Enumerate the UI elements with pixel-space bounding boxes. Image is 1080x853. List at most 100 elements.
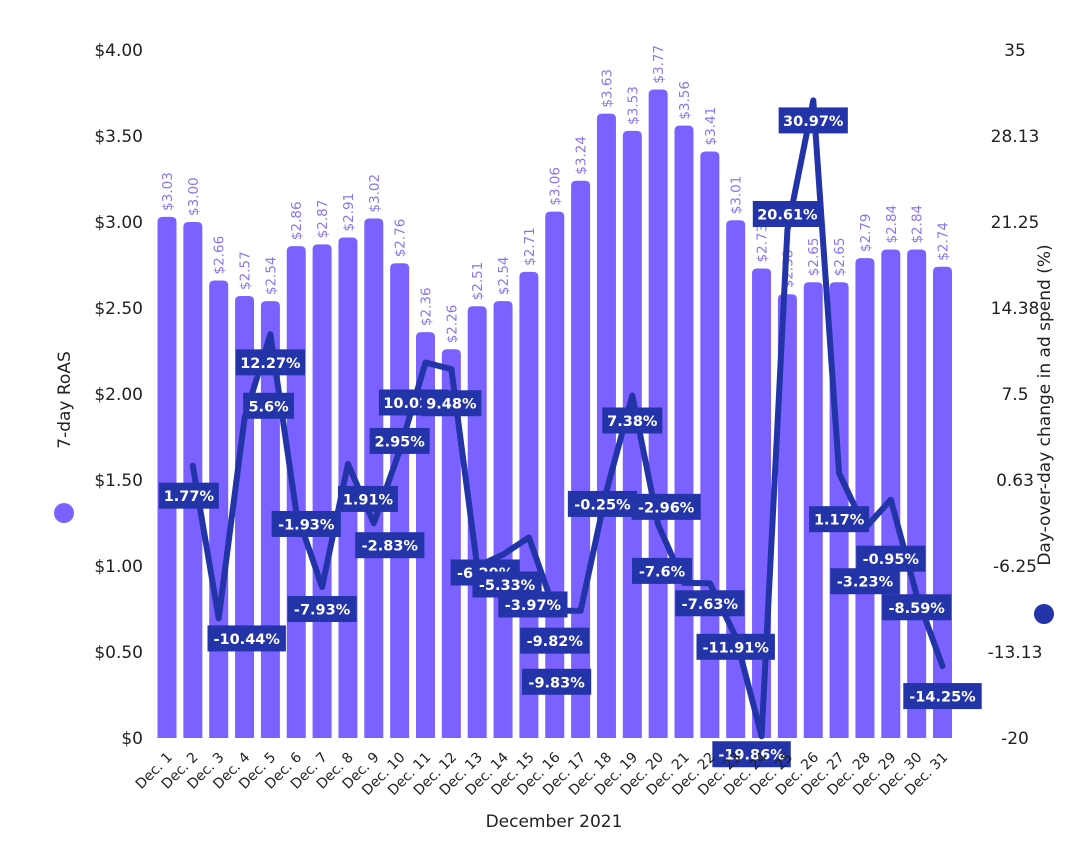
roas-bar-label: $3.41 [703, 107, 719, 146]
roas-bar-label: $3.00 [186, 177, 202, 216]
ad-spend-change-label: -2.96% [638, 500, 695, 516]
ad-spend-change-label: 1.77% [164, 489, 215, 505]
roas-bar [674, 125, 694, 739]
left-legend-dot [54, 503, 74, 523]
roas-bar-label: $2.57 [238, 251, 254, 290]
roas-bar-label: $3.63 [599, 69, 615, 108]
ad-spend-change-label-box [752, 201, 822, 228]
roas-bar [752, 268, 772, 738]
ad-spend-change-label-box [369, 427, 430, 454]
roas-bar-label: $2.86 [289, 201, 305, 240]
ad-spend-change-label: 2.95% [374, 434, 425, 450]
left-y-tick-label: $1.50 [94, 471, 143, 491]
ad-spend-change-label-box [856, 545, 926, 572]
ad-spend-change-label-box [337, 485, 398, 512]
roas-bar-label: $3.01 [729, 176, 745, 215]
ad-spend-change-label: 1.17% [814, 513, 865, 529]
roas-bar-label: $2.74 [936, 222, 952, 261]
ad-spend-change-label: 30.97% [783, 114, 844, 130]
right-y-tick-label: -13.13 [988, 643, 1043, 663]
roas-bar [364, 218, 384, 738]
ad-spend-change-label-box [567, 490, 638, 517]
ad-spend-change-label: -1.93% [278, 517, 335, 533]
roas-bar [571, 180, 591, 739]
ad-spend-change-label: -14.25% [909, 690, 976, 706]
ad-spend-change-label: -3.97% [505, 598, 562, 614]
ad-spend-change-label: -8.59% [888, 601, 945, 617]
x-axis-title: December 2021 [486, 812, 623, 832]
roas-bar-label: $2.26 [444, 305, 460, 344]
roas-bar-label: $3.06 [548, 167, 564, 206]
roas-bar-label: $2.79 [858, 213, 874, 252]
ad-spend-change-label: -7.93% [294, 603, 351, 619]
roas-bar-label: $2.66 [212, 236, 228, 275]
roas-bar-label: $2.73 [755, 224, 771, 263]
ad-spend-change-label: -11.91% [702, 640, 769, 656]
roas-bar [390, 263, 410, 738]
roas-bar-label: $3.24 [574, 136, 590, 175]
roas-bar [777, 294, 797, 738]
ad-spend-change-label-box [882, 594, 952, 621]
ad-spend-change-label-box [271, 510, 341, 537]
ad-spend-change-label: -9.82% [527, 634, 584, 650]
ad-spend-change-label: -7.63% [682, 597, 739, 613]
left-y-tick-label: $1.00 [94, 557, 143, 577]
ad-spend-change-label-box [235, 349, 305, 376]
ad-spend-change-label-box [602, 407, 663, 434]
right-legend-dot [1034, 604, 1054, 624]
roas-bar [881, 249, 901, 738]
ad-spend-change-label-box [631, 493, 701, 520]
roas-bar [622, 130, 642, 739]
roas-bar-label: $2.54 [496, 256, 512, 295]
left-y-tick-label: $0.50 [94, 643, 143, 663]
roas-bar [907, 249, 927, 738]
ad-spend-change-label: 7.38% [607, 414, 658, 430]
ad-spend-change-label: -3.23% [837, 575, 894, 591]
ad-spend-change-label: -19.86% [718, 748, 785, 764]
ad-spend-change-label-box [778, 107, 848, 134]
ad-spend-change-label: 5.6% [248, 399, 289, 415]
ad-spend-change-label-box [712, 741, 791, 768]
right-y-tick-label: 0.63 [996, 471, 1034, 491]
roas-bar [157, 216, 177, 739]
roas-bar-label: $2.36 [419, 287, 435, 326]
roas-bar-label: $3.53 [625, 86, 641, 125]
roas-bar-label: $2.84 [910, 205, 926, 244]
ad-spend-change-label-box [809, 506, 870, 533]
ad-spend-change-line [189, 97, 946, 740]
ad-spend-change-label: 9.48% [426, 397, 477, 413]
roas-bar [855, 258, 875, 738]
ad-spend-change-label-box [675, 590, 745, 617]
left-y-tick-label: $3.00 [94, 213, 143, 233]
ad-spend-change-label: 1.91% [343, 492, 394, 508]
roas-bar-label: $2.84 [884, 205, 900, 244]
ad-spend-change-label-box [520, 627, 590, 654]
roas-bar [312, 244, 332, 739]
left-y-tick-label: $2.00 [94, 385, 143, 405]
ad-spend-change-label: -2.83% [362, 539, 419, 555]
left-y-tick-label: $3.50 [94, 127, 143, 147]
roas-bar [545, 211, 565, 738]
ad-spend-change-label: -9.83% [528, 675, 585, 691]
ad-spend-change-label: 20.61% [757, 208, 818, 224]
ad-spend-change-label-box [243, 392, 294, 419]
ad-spend-change-label-box [158, 482, 219, 509]
roas-bar-label: $3.03 [160, 172, 176, 211]
roas-bar-label: $3.02 [367, 174, 383, 213]
ad-spend-change-label-box [696, 633, 775, 660]
ad-spend-change-label-box [903, 683, 982, 710]
roas-bar [441, 349, 461, 738]
roas-bar [493, 301, 513, 738]
right-y-tick-label: 28.13 [991, 127, 1040, 147]
right-y-tick-label: -6.25 [993, 557, 1037, 577]
ad-spend-change-label: -10.44% [213, 632, 280, 648]
roas-bar-label: $3.77 [651, 45, 667, 84]
left-y-tick-label: $4.00 [94, 41, 143, 61]
ad-spend-change-label-box [632, 557, 692, 584]
roas-bar [519, 271, 539, 738]
ad-spend-change-label: 12.27% [240, 356, 301, 372]
ad-spend-change-label-box [830, 568, 900, 595]
right-y-tick-label: 21.25 [991, 213, 1040, 233]
ad-spend-change-label: -7.6% [639, 564, 686, 580]
